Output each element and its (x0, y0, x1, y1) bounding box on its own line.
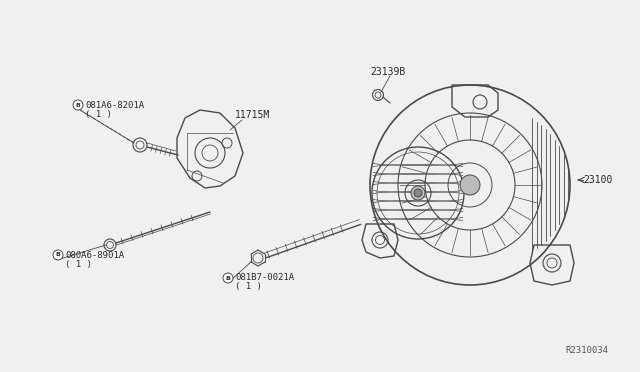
Text: 23100: 23100 (583, 175, 612, 185)
Circle shape (411, 186, 425, 200)
Text: 080A6-8901A: 080A6-8901A (65, 250, 124, 260)
Text: ( 1 ): ( 1 ) (235, 282, 262, 292)
Circle shape (460, 175, 480, 195)
Text: ( 1 ): ( 1 ) (85, 109, 112, 119)
Text: ( 1 ): ( 1 ) (65, 260, 92, 269)
Circle shape (53, 250, 63, 260)
Text: B: B (76, 103, 81, 108)
Text: B: B (225, 276, 230, 280)
Text: 11715M: 11715M (235, 110, 270, 120)
Text: B: B (56, 253, 60, 257)
Text: R2310034: R2310034 (565, 346, 608, 355)
Text: 081A6-8201A: 081A6-8201A (85, 100, 144, 109)
Text: 081B7-0021A: 081B7-0021A (235, 273, 294, 282)
Circle shape (73, 100, 83, 110)
Circle shape (414, 189, 422, 197)
Circle shape (223, 273, 233, 283)
Text: 23139B: 23139B (370, 67, 405, 77)
